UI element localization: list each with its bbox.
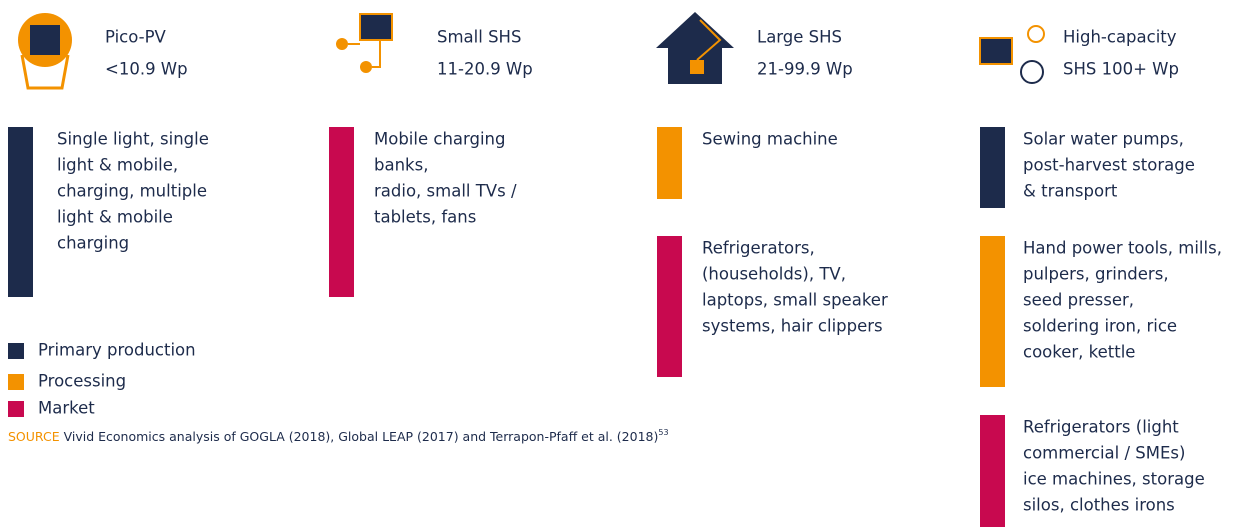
tier-title: 21-99.9 Wp bbox=[757, 60, 853, 79]
use-text: Sewing machine bbox=[702, 130, 838, 149]
category-bar bbox=[980, 415, 1005, 527]
use-text: charging bbox=[57, 234, 129, 253]
use-text: tablets, fans bbox=[374, 208, 476, 227]
tier-title: Large SHS bbox=[757, 28, 842, 47]
use-text: silos, clothes irons bbox=[1023, 496, 1175, 515]
category-bar bbox=[980, 236, 1005, 387]
use-text: (households), TV, bbox=[702, 265, 846, 284]
source-label: SOURCE bbox=[8, 429, 60, 444]
use-text: seed presser, bbox=[1023, 291, 1134, 310]
icon-high-capacity bbox=[979, 25, 1045, 84]
use-text: Single light, single bbox=[57, 130, 209, 149]
legend-label: Processing bbox=[38, 372, 126, 391]
use-text: Solar water pumps, bbox=[1023, 130, 1184, 149]
use-text: laptops, small speaker bbox=[702, 291, 888, 310]
category-bar bbox=[980, 127, 1005, 208]
tier-title: Small SHS bbox=[437, 28, 521, 47]
category-bar bbox=[329, 127, 354, 297]
use-text: Mobile charging bbox=[374, 130, 506, 149]
use-text: & transport bbox=[1023, 182, 1118, 201]
source-text: Vivid Economics analysis of GOGLA (2018)… bbox=[64, 429, 659, 444]
use-text: cooker, kettle bbox=[1023, 343, 1135, 362]
use-text: charging, multiple bbox=[57, 182, 207, 201]
use-text: pulpers, grinders, bbox=[1023, 265, 1169, 284]
use-text: Hand power tools, mills, bbox=[1023, 239, 1222, 258]
legend-swatch bbox=[8, 401, 24, 417]
legend-label: Market bbox=[38, 399, 95, 418]
use-text: radio, small TVs / bbox=[374, 182, 517, 201]
tier-title: 11-20.9 Wp bbox=[437, 60, 533, 79]
use-text: light & mobile bbox=[57, 208, 173, 227]
use-text: Refrigerators (light bbox=[1023, 418, 1179, 437]
use-text: banks, bbox=[374, 156, 428, 175]
category-bar bbox=[657, 127, 682, 199]
icon-pico bbox=[18, 13, 72, 90]
use-text: light & mobile, bbox=[57, 156, 178, 175]
use-text: post-harvest storage bbox=[1023, 156, 1195, 175]
tier-title: Pico-PV bbox=[105, 28, 167, 47]
legend-swatch bbox=[8, 343, 24, 359]
tier-title: <10.9 Wp bbox=[105, 60, 188, 79]
category-bar bbox=[8, 127, 33, 297]
use-text: ice machines, storage bbox=[1023, 470, 1205, 489]
category-bar bbox=[657, 236, 682, 377]
legend-swatch bbox=[8, 374, 24, 390]
use-text: systems, hair clippers bbox=[702, 317, 883, 336]
source: SOURCE Vivid Economics analysis of GOGLA… bbox=[8, 428, 669, 444]
use-text: Refrigerators, bbox=[702, 239, 815, 258]
source-note: 53 bbox=[658, 428, 668, 437]
tier-title: High-capacity bbox=[1063, 28, 1177, 47]
icon-small-shs bbox=[336, 13, 393, 73]
use-text: commercial / SMEs) bbox=[1023, 444, 1185, 463]
tier-title: SHS 100+ Wp bbox=[1063, 60, 1179, 79]
icon-large-shs bbox=[656, 12, 734, 84]
legend-label: Primary production bbox=[38, 341, 196, 360]
use-text: soldering iron, rice bbox=[1023, 317, 1177, 336]
